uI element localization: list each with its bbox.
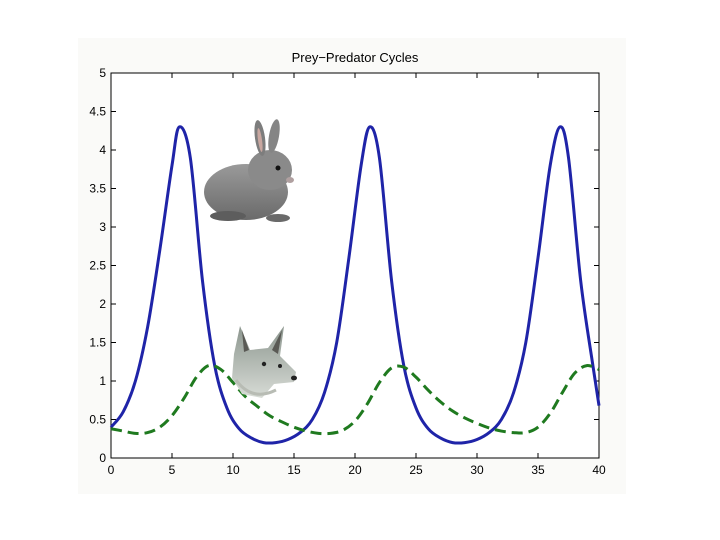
y-tick-label: 0.5	[89, 413, 106, 427]
x-tick-label: 40	[592, 463, 606, 477]
y-tick-label: 4.5	[89, 105, 106, 119]
coyote-photo	[232, 326, 297, 398]
y-axis: 0 0.5 1 1.5 2 2.5 3 3.5 4 4.5 5	[89, 66, 599, 465]
x-tick-label: 5	[169, 463, 176, 477]
series-layer	[109, 125, 601, 445]
x-axis: 0 5 10 15 20 25 30 35 40	[108, 73, 606, 477]
y-tick-label: 2	[99, 297, 106, 311]
prey-series-line	[109, 125, 601, 445]
x-tick-label: 20	[348, 463, 362, 477]
y-tick-label: 2.5	[89, 259, 106, 273]
rabbit-photo	[204, 119, 294, 222]
x-tick-label: 30	[470, 463, 484, 477]
y-tick-label: 4	[99, 143, 106, 157]
predator-series-line	[110, 363, 600, 436]
chart-title: Prey−Predator Cycles	[292, 50, 419, 65]
y-tick-label: 3.5	[89, 182, 106, 196]
x-tick-label: 25	[409, 463, 423, 477]
x-tick-label: 0	[108, 463, 115, 477]
x-tick-label: 10	[226, 463, 240, 477]
y-tick-label: 1	[99, 374, 106, 388]
y-tick-label: 0	[99, 451, 106, 465]
y-tick-label: 5	[99, 66, 106, 80]
y-tick-label: 1.5	[89, 336, 106, 350]
y-tick-label: 3	[99, 220, 106, 234]
x-tick-label: 35	[531, 463, 545, 477]
plot-area	[110, 72, 600, 459]
x-tick-label: 15	[287, 463, 301, 477]
